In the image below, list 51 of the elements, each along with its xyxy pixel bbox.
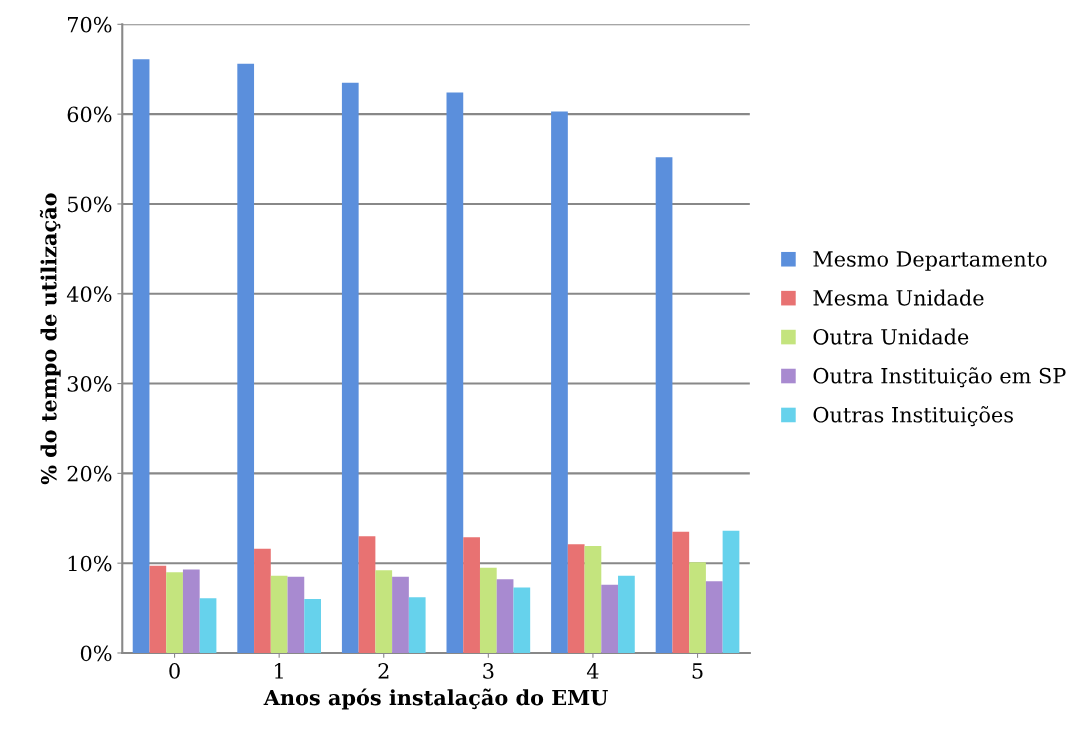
legend-label: Outras Instituições bbox=[813, 406, 1013, 427]
x-tick-label: 5 bbox=[692, 663, 703, 679]
y-axis-title: % do tempo de utilização bbox=[39, 193, 61, 485]
bar bbox=[375, 570, 393, 653]
bar bbox=[672, 531, 690, 653]
legend-label: Mesmo Departamento bbox=[813, 251, 1047, 271]
x-tick-label: 3 bbox=[483, 663, 494, 679]
y-tick-label: 40% bbox=[66, 286, 112, 302]
bar bbox=[496, 579, 514, 653]
y-tick-label: 30% bbox=[67, 376, 112, 392]
bar bbox=[655, 157, 673, 653]
x-tick-label: 0 bbox=[169, 663, 180, 679]
bar bbox=[287, 576, 305, 653]
bar bbox=[182, 569, 200, 653]
bar bbox=[567, 544, 585, 653]
bar bbox=[358, 536, 376, 653]
bar bbox=[689, 562, 706, 653]
bar bbox=[341, 82, 359, 653]
bar bbox=[551, 111, 568, 653]
bar bbox=[722, 530, 740, 653]
bar bbox=[408, 597, 426, 653]
legend-label: Outra Unidade bbox=[813, 328, 969, 345]
bar bbox=[479, 567, 497, 653]
bar bbox=[446, 92, 464, 653]
legend-label: Outra Instituição em SP bbox=[813, 367, 1066, 388]
y-tick-label: 0% bbox=[80, 645, 112, 662]
x-tick-label: 4 bbox=[586, 663, 599, 679]
legend-label: Mesma Unidade bbox=[813, 289, 984, 306]
bar bbox=[584, 546, 602, 653]
y-tick-label: 10% bbox=[68, 555, 112, 572]
bar bbox=[199, 598, 217, 653]
bar bbox=[132, 59, 150, 653]
bar bbox=[166, 572, 183, 653]
bar bbox=[392, 576, 409, 653]
bar bbox=[705, 581, 723, 653]
x-axis-title: Anos após instalação do EMU bbox=[263, 688, 608, 710]
bar bbox=[513, 587, 531, 653]
y-tick-label: 50% bbox=[68, 196, 112, 213]
y-tick-label: 70% bbox=[67, 16, 112, 33]
bar bbox=[601, 584, 619, 653]
x-tick-label: 1 bbox=[275, 663, 283, 679]
bar bbox=[270, 575, 288, 653]
y-tick-label: 20% bbox=[67, 465, 112, 482]
bar bbox=[149, 565, 167, 653]
bar bbox=[463, 537, 480, 653]
bar bbox=[618, 575, 635, 653]
x-tick-label: 2 bbox=[378, 663, 389, 679]
bar bbox=[304, 599, 321, 653]
bar bbox=[237, 63, 255, 653]
bar bbox=[254, 548, 271, 653]
y-tick-label: 60% bbox=[67, 106, 112, 123]
